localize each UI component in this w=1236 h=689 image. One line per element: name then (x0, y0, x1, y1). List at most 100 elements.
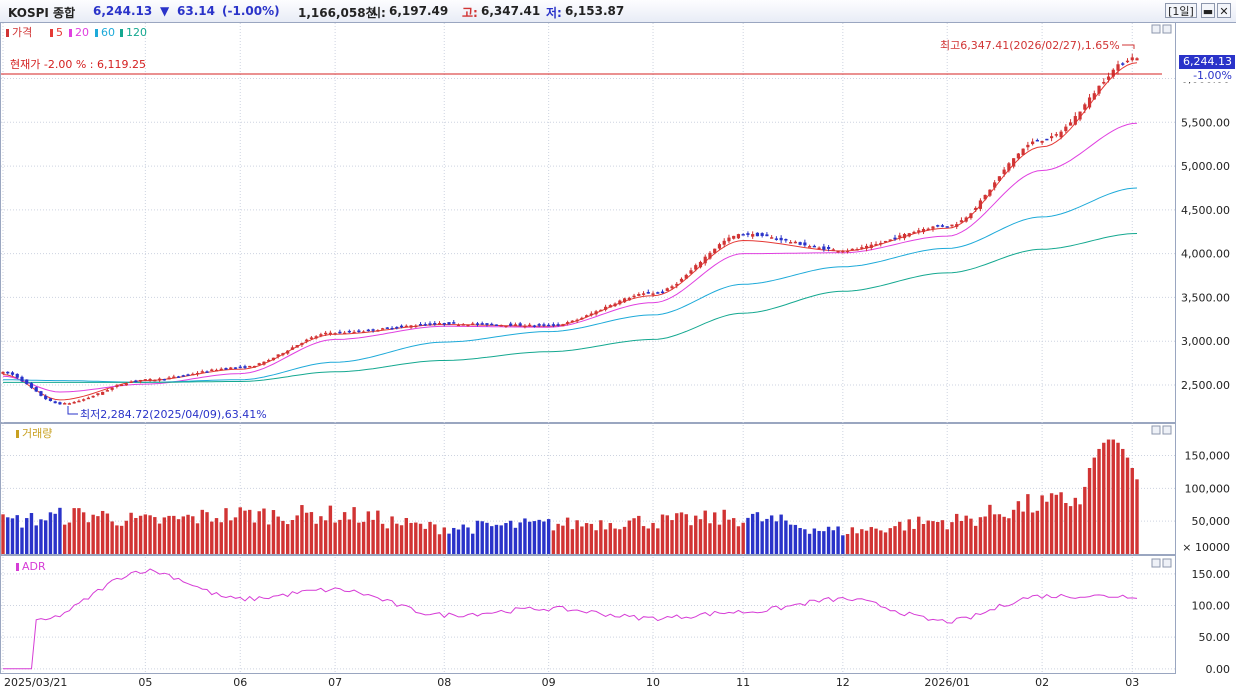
price-y-tick: 5,500.00 (1181, 116, 1230, 129)
adr-line (3, 568, 1138, 670)
price-tag: 6,244.13 (1179, 55, 1235, 69)
candle-body (1064, 126, 1068, 132)
candle-body (243, 366, 247, 368)
candle-body (864, 245, 869, 249)
volume-bar (656, 528, 660, 554)
volume-bar (437, 534, 442, 554)
candle-body (67, 403, 72, 405)
x-axis-label: 2026/01 (924, 676, 970, 689)
volume-bar (409, 522, 413, 554)
candle-body (1026, 144, 1030, 148)
candle-body (262, 361, 266, 365)
volume-bar (153, 517, 157, 554)
volume-bar (921, 523, 926, 554)
high-value: 6,347.41 (481, 4, 541, 18)
candle-body (115, 385, 119, 387)
legend-ma20-swatch (69, 29, 72, 37)
volume-bar (637, 515, 641, 554)
candle-body (101, 391, 105, 395)
volume-bar (6, 517, 10, 554)
volume-bar (314, 523, 318, 554)
volume-bar (224, 508, 228, 554)
x-axis-label: 02 (1035, 676, 1049, 689)
legend-ma120-swatch (120, 29, 123, 37)
candle-body (798, 242, 802, 245)
open-label: 시: (370, 6, 386, 20)
volume-bar (1002, 516, 1006, 554)
candle-body (134, 380, 138, 382)
candle-body (717, 244, 722, 249)
volume-bar (907, 519, 911, 554)
index-name: KOSPI 종합 (8, 6, 76, 20)
candle-body (585, 315, 589, 317)
volume-bar (954, 513, 959, 554)
x-axis-label: 08 (437, 676, 451, 689)
volume-bar (888, 528, 892, 554)
candle-body (1116, 64, 1120, 71)
volume-bar (513, 527, 518, 554)
candle-body (352, 331, 356, 334)
candle-body (613, 303, 617, 307)
volume-bar (62, 524, 67, 554)
candle-body (418, 324, 423, 326)
candle-body (874, 243, 878, 246)
candle-body (82, 399, 86, 401)
candle-body (494, 324, 499, 326)
candle-body (129, 381, 133, 384)
candle-body (774, 238, 778, 240)
legend-ma60-swatch (95, 29, 98, 37)
volume-bar (599, 520, 603, 554)
volume-bar (233, 517, 238, 554)
candle-body (622, 298, 627, 303)
volume-bar (494, 524, 499, 554)
legend-ma60-label: 60 (101, 26, 115, 39)
period-button[interactable]: [1일] (1165, 3, 1197, 18)
candle-body (893, 237, 897, 240)
candle-body (176, 376, 181, 378)
volume-bar (385, 528, 390, 554)
legend-price-swatch (6, 29, 9, 37)
candle-body (831, 249, 835, 251)
candle-body (257, 363, 261, 366)
candle-body (157, 378, 162, 381)
candle-body (305, 339, 309, 342)
volume-bar (936, 521, 940, 554)
candle-body (96, 393, 100, 395)
volume-bar (34, 525, 38, 554)
candle-body (627, 297, 631, 301)
panel-buttons[interactable] (1151, 24, 1172, 568)
close-icon[interactable]: ✕ (1217, 3, 1231, 18)
volume-bar (119, 525, 124, 554)
minimize-icon[interactable]: ▬ (1201, 3, 1215, 18)
volume-bar (304, 512, 309, 554)
volume-bar (25, 518, 29, 554)
candle-body (751, 234, 755, 237)
adr-y-tick: 150.00 (1192, 568, 1231, 581)
candle-body (826, 246, 831, 249)
volume-bar (456, 529, 461, 554)
candle-body (404, 325, 408, 328)
volume-bar (295, 515, 299, 554)
volume-bar (684, 514, 688, 554)
candle-body (138, 379, 143, 382)
candle-body (732, 235, 736, 239)
volume-bar (945, 529, 949, 554)
volume-bar (475, 520, 480, 554)
candle-body (233, 367, 238, 369)
volume-bar (191, 516, 195, 554)
volume-bar (328, 505, 333, 554)
volume-bar (1135, 479, 1139, 554)
candle-body (295, 345, 299, 348)
volume-bar (399, 525, 404, 554)
chart-area[interactable]: 2,500.00 3,000.00 3,500.00 4,000.00 4,500.00… (0, 22, 1236, 689)
volume-bar (988, 504, 992, 554)
candle-body (357, 330, 361, 333)
volume-bar (660, 514, 665, 554)
candle-body (542, 324, 546, 326)
volume-bar (594, 530, 598, 554)
legend-adr-label: ADR (22, 560, 46, 573)
candle-body (940, 225, 945, 227)
volume-bar (864, 530, 869, 554)
volume-bar (613, 528, 617, 554)
volume-bar (110, 521, 114, 554)
